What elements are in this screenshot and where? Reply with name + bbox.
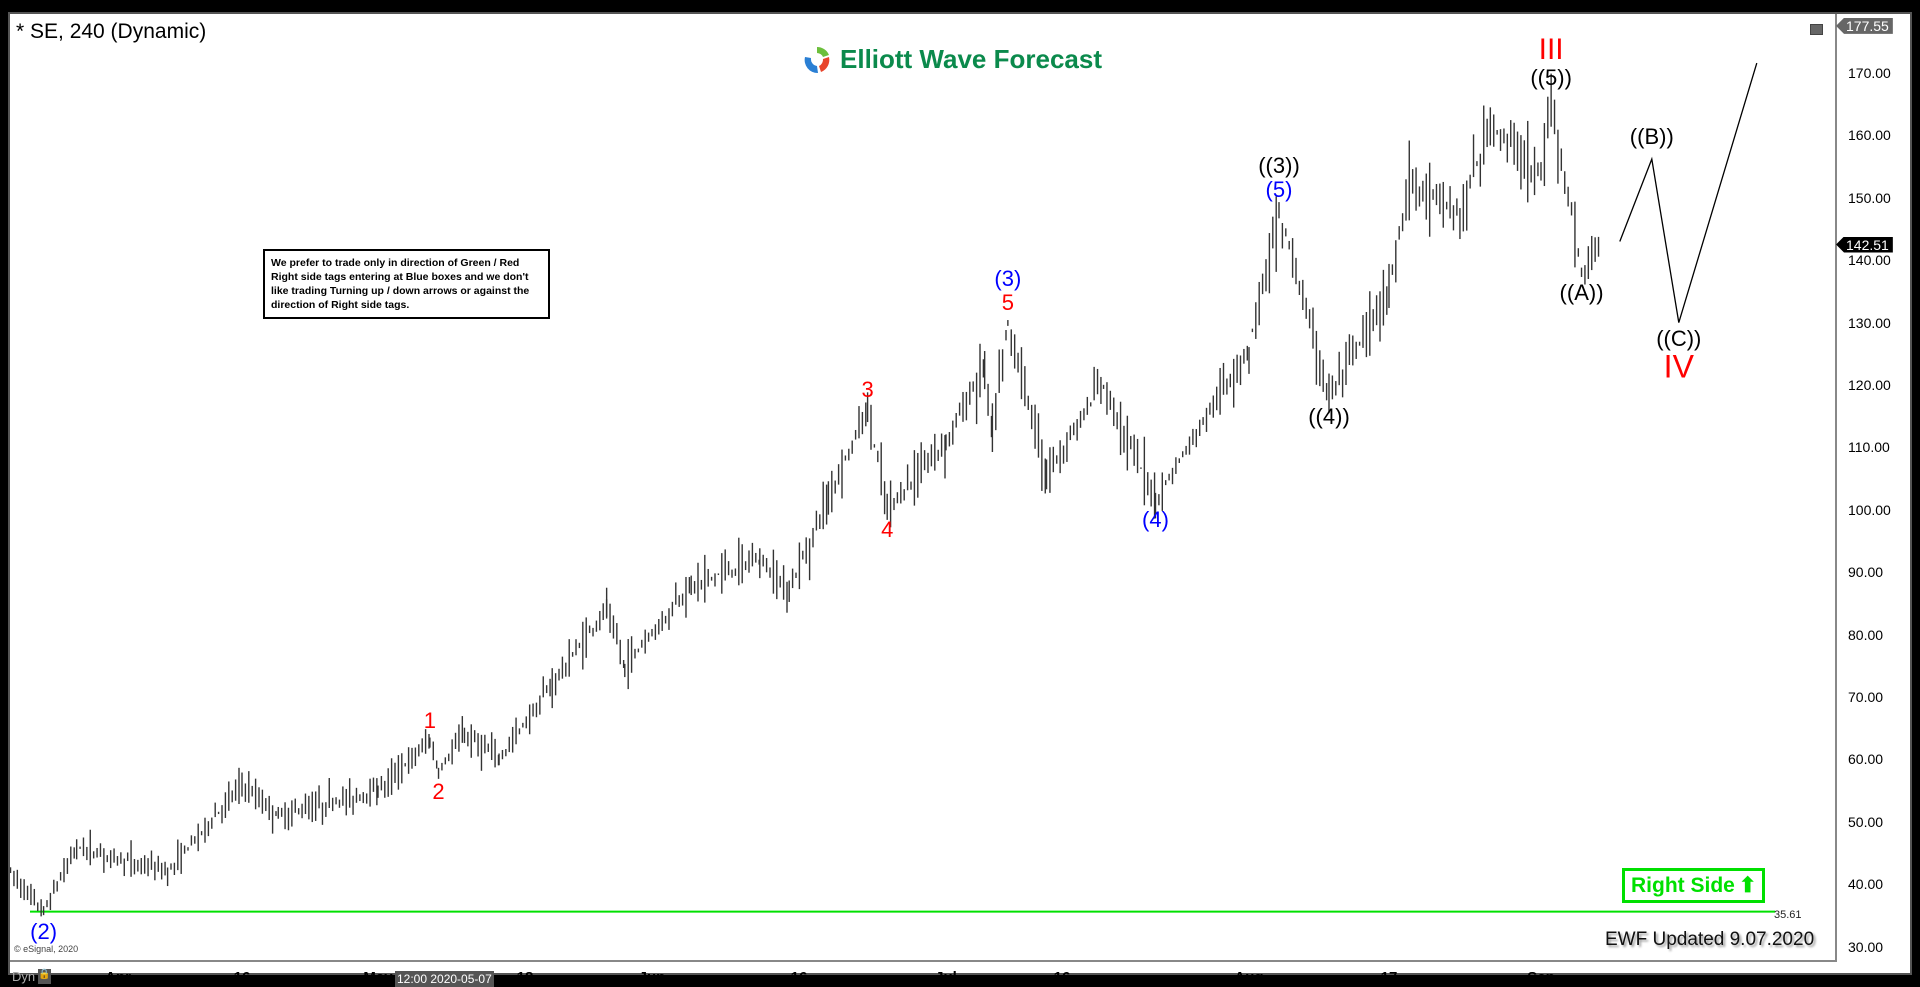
time-tick: 17 <box>1380 969 1398 986</box>
wave-label: (2) <box>30 918 58 944</box>
logo: Elliott Wave Forecast <box>802 44 1102 75</box>
price-tick: 130.00 <box>1848 314 1891 331</box>
time-tick: May <box>363 969 393 986</box>
time-tick: Jul <box>935 969 957 986</box>
wave-label: 2 <box>432 778 445 804</box>
price-tick: 80.00 <box>1848 626 1884 643</box>
wave-label-iv: IV <box>1663 348 1694 385</box>
time-tick: Apr <box>105 969 131 986</box>
price-tick: 90.00 <box>1848 564 1884 581</box>
price-tick: 40.00 <box>1848 876 1884 893</box>
price-tick: 160.00 <box>1848 127 1891 144</box>
wave-label: (4) <box>1142 507 1169 533</box>
price-tick: 150.00 <box>1848 189 1891 206</box>
dyn-label[interactable]: Dyn <box>12 969 36 984</box>
wave-label: ((5)) <box>1530 64 1572 90</box>
price-tick: 30.00 <box>1848 938 1884 955</box>
wave-label: 5 <box>1001 289 1014 315</box>
time-tick: 16 <box>1053 969 1071 986</box>
time-tick: Sep <box>1527 969 1555 986</box>
wave-label: 3 <box>861 376 874 402</box>
price-tick: 70.00 <box>1848 689 1884 705</box>
copyright: © eSignal, 2020 <box>14 944 79 954</box>
up-arrow-icon: ⬆ <box>1738 874 1757 897</box>
wave-label: (5) <box>1265 177 1293 203</box>
plot-area[interactable]: * SE, 240 (Dynamic) Elliott Wave Forecas… <box>10 14 1837 962</box>
wave-label: ((4)) <box>1308 404 1350 430</box>
chart-window: * SE, 240 (Dynamic) Elliott Wave Forecas… <box>8 12 1912 987</box>
restore-window-icon[interactable] <box>1810 24 1823 35</box>
projection-path <box>1619 62 1758 323</box>
updated-text: EWF Updated 9.07.2020 <box>1605 929 1815 950</box>
wave-label-b: ((B)) <box>1629 124 1674 150</box>
logo-text: Elliott Wave Forecast <box>840 44 1102 74</box>
price-tick: 100.00 <box>1848 501 1891 518</box>
time-tick: Jun <box>638 969 666 986</box>
crosshair-time: 12:00 2020-05-07 <box>395 971 494 987</box>
logo-icon <box>804 46 830 73</box>
price-tag-last: 142.51 <box>1836 236 1893 253</box>
lock-icon[interactable]: 🔒 <box>38 969 51 984</box>
support-level-label: 35.61 <box>1774 909 1802 921</box>
price-tick: 140.00 <box>1848 252 1891 269</box>
trading-note: We prefer to trade only in direction of … <box>263 249 550 319</box>
wave-label: ((3)) <box>1258 153 1300 179</box>
wave-label: III <box>1538 32 1564 66</box>
time-tick: Aug <box>1234 969 1264 986</box>
price-tick: 170.00 <box>1848 65 1891 81</box>
price-tick: 110.00 <box>1848 439 1890 456</box>
price-tick: 120.00 <box>1848 377 1891 393</box>
time-tick: 16 <box>233 969 251 986</box>
right-side-tag: Right Side ⬆ <box>1622 868 1766 903</box>
wave-label: 1 <box>423 707 436 733</box>
time-tick: 18 <box>516 969 534 986</box>
price-tick: 60.00 <box>1848 751 1884 768</box>
wave-label-c: ((C)) <box>1656 325 1702 351</box>
right-side-label: Right Side <box>1631 873 1735 897</box>
time-tick: 16 <box>790 969 808 986</box>
chart-title: * SE, 240 (Dynamic) <box>16 20 207 43</box>
price-chart <box>10 62 1775 917</box>
price-tick: 50.00 <box>1848 813 1884 830</box>
wave-label: (3) <box>994 265 1022 291</box>
wave-label: 4 <box>881 516 894 542</box>
price-tag-high: 177.55 <box>1836 17 1893 34</box>
wave-label: ((A)) <box>1559 279 1604 305</box>
